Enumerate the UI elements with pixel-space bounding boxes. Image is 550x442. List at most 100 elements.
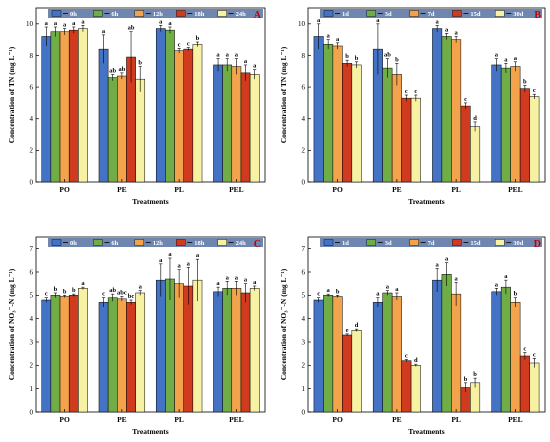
significance-label: a xyxy=(54,20,58,27)
significance-label: c xyxy=(405,353,408,360)
significance-label: a xyxy=(187,260,191,267)
y-tick-label: 0 xyxy=(30,178,34,186)
significance-label: ab xyxy=(109,287,116,294)
y-tick-label: 6 xyxy=(30,83,34,91)
category-label: PEL xyxy=(508,185,523,194)
significance-label: a xyxy=(235,52,239,59)
legend-swatch xyxy=(366,10,376,17)
bar xyxy=(174,283,184,413)
bar xyxy=(41,299,52,413)
bar xyxy=(240,72,251,183)
significance-label: a xyxy=(253,63,257,70)
y-tick-label: 10 xyxy=(26,20,34,28)
plot-frame xyxy=(35,236,266,413)
significance-label: a xyxy=(327,287,331,294)
significance-label: a xyxy=(196,252,200,259)
significance-label: a xyxy=(102,28,106,35)
legend-swatch xyxy=(175,10,186,17)
bar xyxy=(372,302,383,413)
legend-swatch xyxy=(409,239,419,246)
significance-label: c xyxy=(405,88,408,95)
bar xyxy=(432,279,443,413)
legend-swatch xyxy=(323,10,334,17)
significance-label: c xyxy=(45,291,48,298)
bar xyxy=(519,355,530,413)
significance-label: a xyxy=(376,17,380,24)
significance-label: a xyxy=(81,18,85,25)
y-tick-label: 8 xyxy=(30,52,34,60)
significance-label: b xyxy=(395,56,399,63)
bar xyxy=(460,105,471,183)
bar xyxy=(441,274,452,413)
bar xyxy=(78,288,88,413)
significance-label: d xyxy=(414,357,418,364)
y-tick-label: 4 xyxy=(30,115,34,123)
y-axis-title: Concentration of TN (mg L⁻¹) xyxy=(7,46,16,143)
bar xyxy=(332,296,343,413)
significance-label: a xyxy=(244,58,248,65)
significance-label: ab xyxy=(128,25,135,32)
bar xyxy=(155,279,166,413)
significance-label: b xyxy=(355,55,359,62)
panel-letter: C xyxy=(254,239,261,250)
significance-label: b xyxy=(345,53,349,60)
legend-swatch xyxy=(51,239,62,246)
significance-label: b xyxy=(523,79,527,86)
bar xyxy=(313,299,324,413)
y-tick-label: 1 xyxy=(302,385,306,393)
x-axis-title: Treatments xyxy=(408,197,444,206)
significance-label: a xyxy=(159,257,163,264)
bar xyxy=(382,67,393,183)
bar xyxy=(50,295,61,413)
y-axis-title: Concentration of NO₃⁻-N (mg L⁻¹) xyxy=(279,268,288,380)
legend-swatch xyxy=(452,10,462,17)
bar xyxy=(519,88,530,183)
bar xyxy=(231,66,242,183)
bar xyxy=(410,365,421,413)
bar xyxy=(529,362,540,413)
bar xyxy=(165,29,175,183)
significance-label: a xyxy=(216,52,220,59)
significance-label: a xyxy=(226,274,230,281)
significance-label: a xyxy=(235,274,239,281)
bar xyxy=(183,48,194,183)
legend-label: 3d xyxy=(385,11,392,18)
y-tick-label: 2 xyxy=(302,147,306,155)
y-tick-label: 6 xyxy=(30,268,34,276)
legend-label: 18h xyxy=(194,240,205,247)
significance-label: a xyxy=(495,52,499,59)
legend: 1d 3d 7d 15d 30d xyxy=(320,9,542,18)
significance-label: abc xyxy=(117,290,127,297)
legend-label: 30d xyxy=(513,240,524,247)
y-tick-label: 7 xyxy=(302,245,306,253)
significance-label: a xyxy=(327,33,331,40)
bar xyxy=(500,67,511,183)
legend-background xyxy=(48,9,263,18)
series-15d: e c b c xyxy=(342,327,530,413)
series-1d: c aaa xyxy=(313,262,502,413)
significance-label: c xyxy=(414,88,417,95)
significance-label: ab xyxy=(109,67,116,74)
significance-label: a xyxy=(226,52,230,59)
bar xyxy=(500,286,511,413)
category-label: PL xyxy=(451,415,461,424)
legend-label: 0h xyxy=(70,240,77,247)
legend-label: 18h xyxy=(194,11,205,18)
bar xyxy=(510,66,521,183)
category-label: PO xyxy=(59,415,70,424)
bar xyxy=(451,39,462,183)
significance-label: a xyxy=(455,276,459,283)
bar xyxy=(510,302,521,413)
plot-frame xyxy=(307,236,546,413)
x-axis-title: Treatments xyxy=(408,427,444,436)
category-label: PL xyxy=(451,185,461,194)
category-label: PL xyxy=(174,415,184,424)
significance-label: a xyxy=(63,22,67,29)
significance-label: c xyxy=(533,87,536,94)
